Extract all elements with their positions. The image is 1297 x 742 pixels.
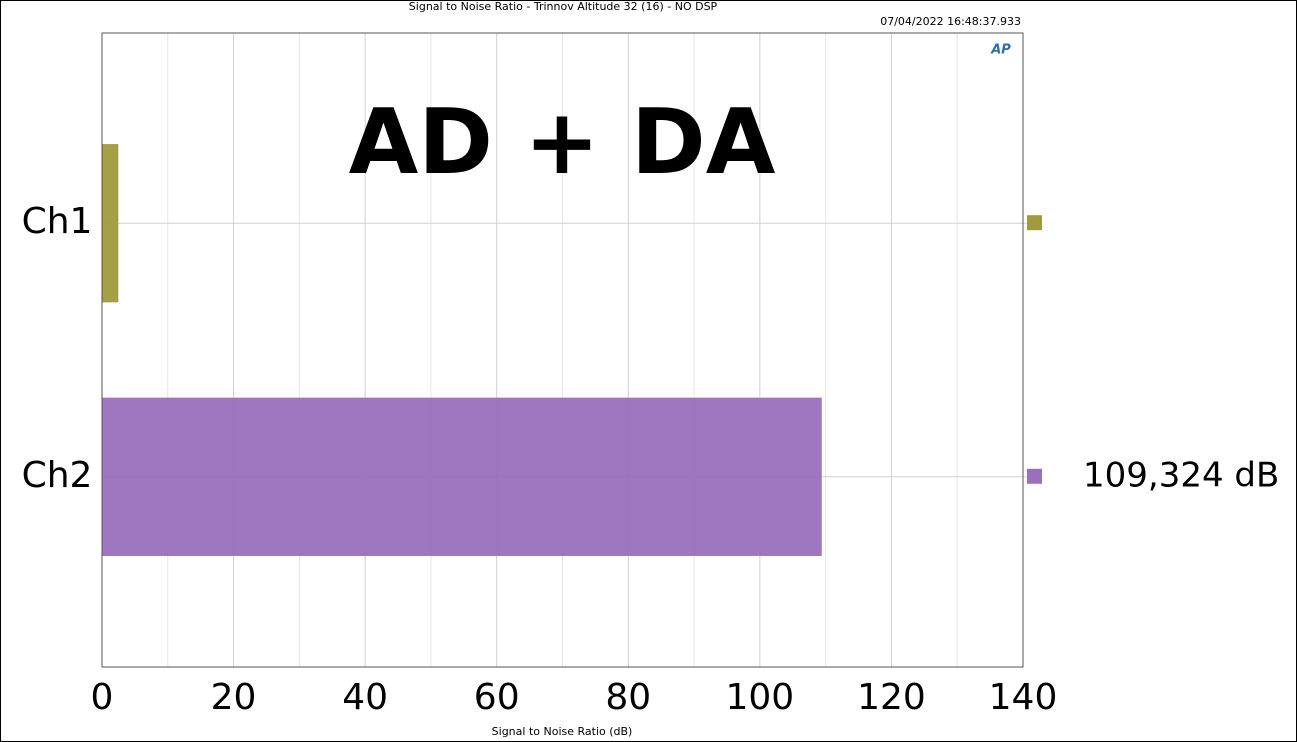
x-tick-label: 100 xyxy=(725,677,794,718)
bar xyxy=(101,397,822,556)
value-label: 109,324 dB xyxy=(1083,455,1279,495)
legend-swatch xyxy=(1027,215,1042,231)
x-axis-label: Signal to Noise Ratio (dB) xyxy=(492,725,633,738)
logo: AP xyxy=(990,43,1011,58)
x-tick-label: 40 xyxy=(342,677,388,718)
x-tick-label: 0 xyxy=(91,677,114,718)
x-tick-label: 60 xyxy=(474,677,520,718)
y-tick-label: Ch2 xyxy=(22,455,93,496)
plot-frame xyxy=(101,32,1024,668)
chart-title: Signal to Noise Ratio - Trinnov Altitude… xyxy=(409,0,718,13)
legend-swatch xyxy=(1027,468,1042,484)
x-tick-label: 120 xyxy=(857,677,926,718)
annotation: AD + DA xyxy=(349,90,776,195)
y-tick-label: Ch1 xyxy=(22,201,93,242)
bar xyxy=(101,144,119,303)
x-tick-label: 140 xyxy=(989,677,1058,718)
timestamp: 07/04/2022 16:48:37.933 xyxy=(880,15,1021,28)
x-tick-label: 80 xyxy=(605,677,651,718)
x-tick-label: 20 xyxy=(211,677,257,718)
